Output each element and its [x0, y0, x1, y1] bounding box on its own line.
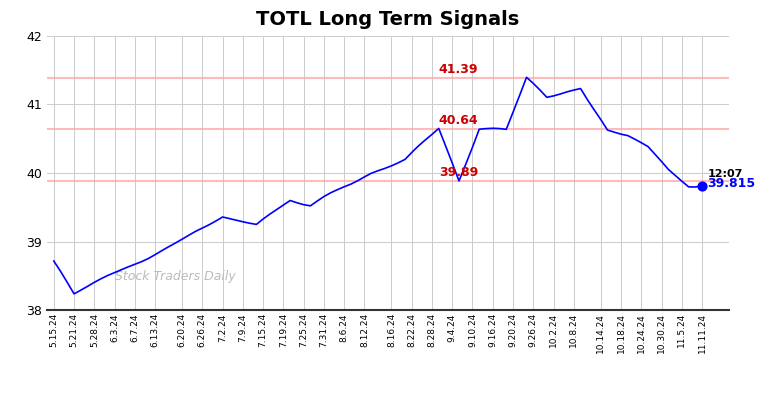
Text: Stock Traders Daily: Stock Traders Daily: [115, 270, 236, 283]
Text: 40.64: 40.64: [439, 114, 478, 127]
Text: 41.39: 41.39: [439, 63, 478, 76]
Point: [696, 183, 709, 189]
Text: 39.815: 39.815: [707, 177, 756, 190]
Title: TOTL Long Term Signals: TOTL Long Term Signals: [256, 10, 520, 29]
Text: 12:07: 12:07: [707, 169, 743, 179]
Text: 39.89: 39.89: [439, 166, 478, 179]
